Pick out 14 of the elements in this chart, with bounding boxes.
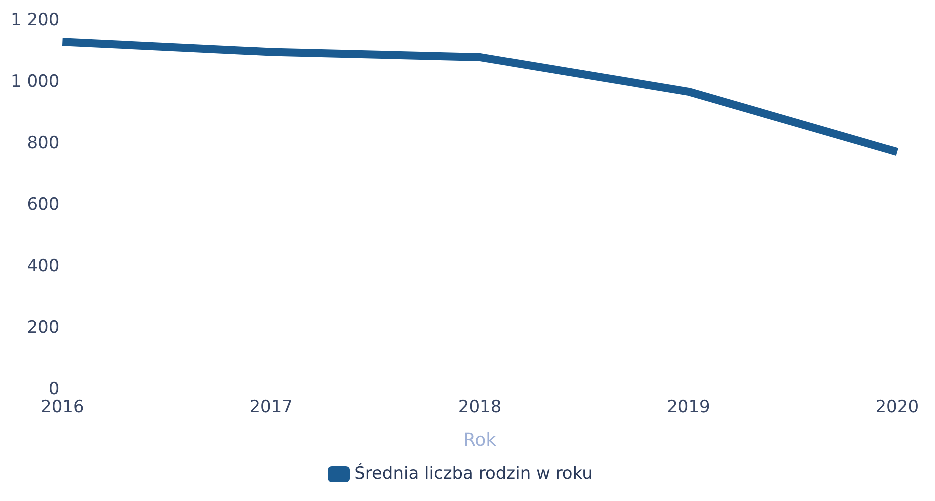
x-tick-label: 2016 [41, 398, 84, 418]
y-tick-label: 0 [48, 379, 60, 400]
x-axis-title: Rok [463, 430, 498, 451]
y-tick-label: 400 [27, 256, 60, 276]
x-tick-label: 2019 [667, 398, 710, 418]
y-tick-label: 200 [27, 318, 60, 338]
y-tick-label: 800 [27, 134, 60, 154]
y-tick-label: 1 200 [10, 10, 60, 31]
y-tick-label: 600 [27, 195, 60, 216]
x-tick-label: 2018 [458, 398, 502, 418]
x-tick-label: 2020 [876, 398, 919, 418]
y-tick-label: 1 000 [10, 72, 60, 92]
legend-label: Średnia liczba rodzin w roku [354, 462, 593, 484]
x-tick-label: 2017 [250, 398, 293, 418]
